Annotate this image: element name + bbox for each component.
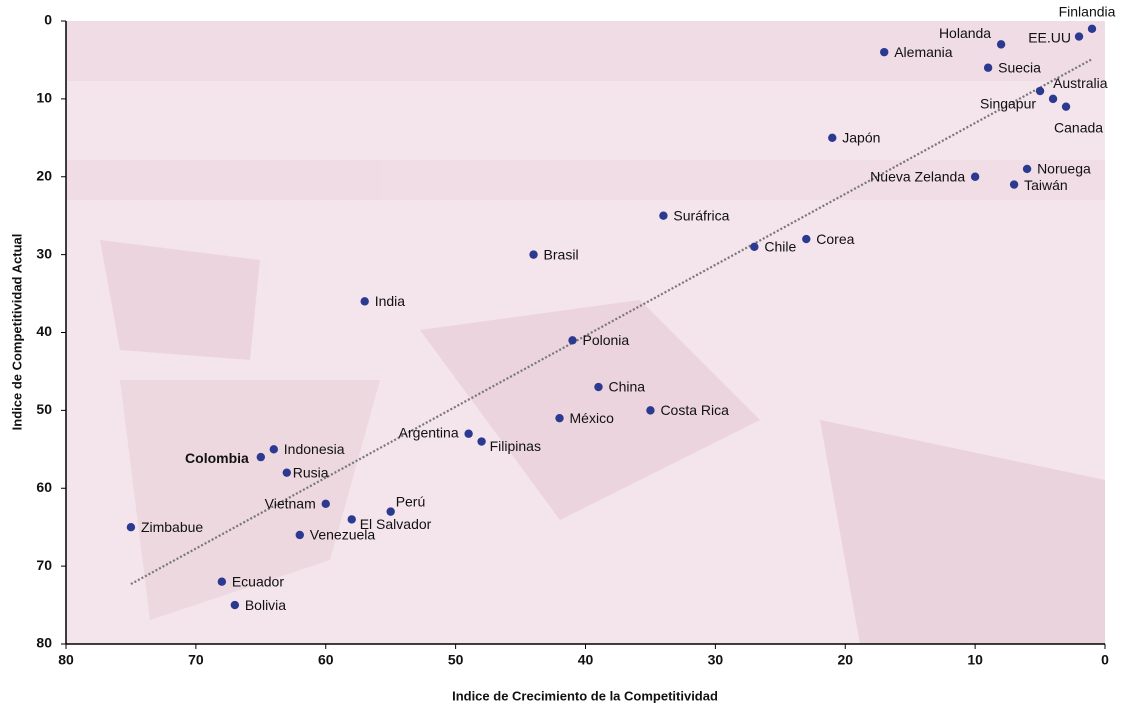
- y-tick-label: 40: [36, 323, 52, 339]
- y-axis-title: Indice de Competitividad Actual: [9, 234, 24, 431]
- point-label: Argentina: [399, 424, 459, 440]
- point: [269, 445, 278, 454]
- point-label: Polonia: [583, 332, 630, 348]
- point-label: Costa Rica: [660, 402, 729, 418]
- point-label: Vietnam: [265, 496, 316, 512]
- y-tick-label: 70: [36, 557, 52, 573]
- point: [1035, 86, 1045, 96]
- point: [282, 468, 291, 477]
- y-tick-label: 20: [36, 167, 52, 183]
- point: [477, 437, 486, 446]
- x-tick-label: 60: [318, 652, 334, 668]
- point: [996, 40, 1006, 49]
- y-tick-label: 50: [36, 401, 52, 417]
- point: [321, 499, 330, 509]
- point-label: Indonesia: [284, 441, 345, 457]
- point-label: India: [375, 293, 406, 309]
- point: [568, 336, 577, 345]
- point-label: México: [570, 410, 615, 426]
- y-tick-label: 10: [36, 90, 52, 106]
- background-photo: [66, 21, 1105, 644]
- point-label: Canada: [1054, 119, 1103, 135]
- point: [828, 133, 837, 143]
- point-label: Japón: [842, 130, 880, 146]
- x-tick-label: 30: [708, 652, 724, 668]
- point: [646, 406, 655, 415]
- y-tick-label: 60: [36, 479, 52, 495]
- point: [594, 382, 603, 392]
- point-label: Ecuador: [232, 573, 284, 589]
- point-label: Perú: [396, 493, 426, 509]
- point-label: Venezuela: [310, 527, 376, 543]
- point-label: Noruega: [1037, 161, 1091, 177]
- x-axis-title: Indice de Crecimiento de la Competitivid…: [452, 688, 718, 703]
- point: [970, 172, 980, 181]
- point-label: El Salvador: [360, 516, 432, 532]
- point-label: Finlandia: [1059, 3, 1116, 19]
- point-label: Brasil: [544, 246, 579, 262]
- point: [1009, 180, 1019, 189]
- point-label: Chile: [764, 239, 796, 255]
- y-tick-label: 0: [44, 12, 52, 28]
- trend-line: [130, 58, 1093, 586]
- point-label: Colombia: [185, 450, 249, 466]
- point-label: Zimbabue: [141, 519, 203, 535]
- point-label: Suecia: [998, 59, 1041, 75]
- point: [126, 522, 136, 532]
- point: [1048, 94, 1058, 104]
- point-label: Nueva Zelanda: [870, 168, 965, 184]
- point-label: Australia: [1053, 75, 1108, 91]
- point-label: Taiwán: [1024, 177, 1068, 193]
- point-label: China: [608, 379, 645, 395]
- point: [555, 413, 564, 423]
- x-tick-label: 0: [1101, 652, 1109, 668]
- point-label: Alemania: [894, 44, 953, 60]
- point: [360, 297, 369, 306]
- y-tick-label: 30: [36, 245, 52, 261]
- point: [464, 429, 473, 438]
- point-label: Bolivia: [245, 597, 286, 613]
- point: [230, 600, 240, 610]
- point: [347, 515, 356, 524]
- point-label: EE.UU: [1028, 29, 1071, 45]
- x-tick-label: 70: [188, 652, 204, 668]
- point: [983, 63, 993, 72]
- x-tick-label: 20: [837, 652, 853, 668]
- x-tick-label: 50: [448, 652, 464, 668]
- x-tick-label: 40: [578, 652, 594, 668]
- point-label: Holanda: [939, 25, 991, 41]
- point: [1061, 102, 1071, 111]
- point-label: Singapur: [980, 96, 1036, 112]
- point-label: Rusia: [293, 464, 329, 480]
- point-label: Corea: [816, 231, 854, 247]
- point: [256, 452, 266, 462]
- point: [295, 530, 304, 540]
- point: [1074, 32, 1084, 41]
- point: [1087, 24, 1097, 33]
- x-tick-label: 80: [58, 652, 74, 668]
- point: [802, 234, 811, 244]
- point: [1022, 164, 1032, 174]
- point-label: Filipinas: [490, 438, 541, 454]
- point: [750, 242, 759, 252]
- y-tick-label: 80: [36, 635, 52, 651]
- point: [529, 250, 538, 259]
- point: [217, 577, 227, 586]
- point: [659, 211, 668, 220]
- point: [880, 47, 889, 57]
- point: [386, 507, 395, 516]
- x-tick-label: 10: [967, 652, 983, 668]
- point-label: Suráfrica: [673, 207, 729, 223]
